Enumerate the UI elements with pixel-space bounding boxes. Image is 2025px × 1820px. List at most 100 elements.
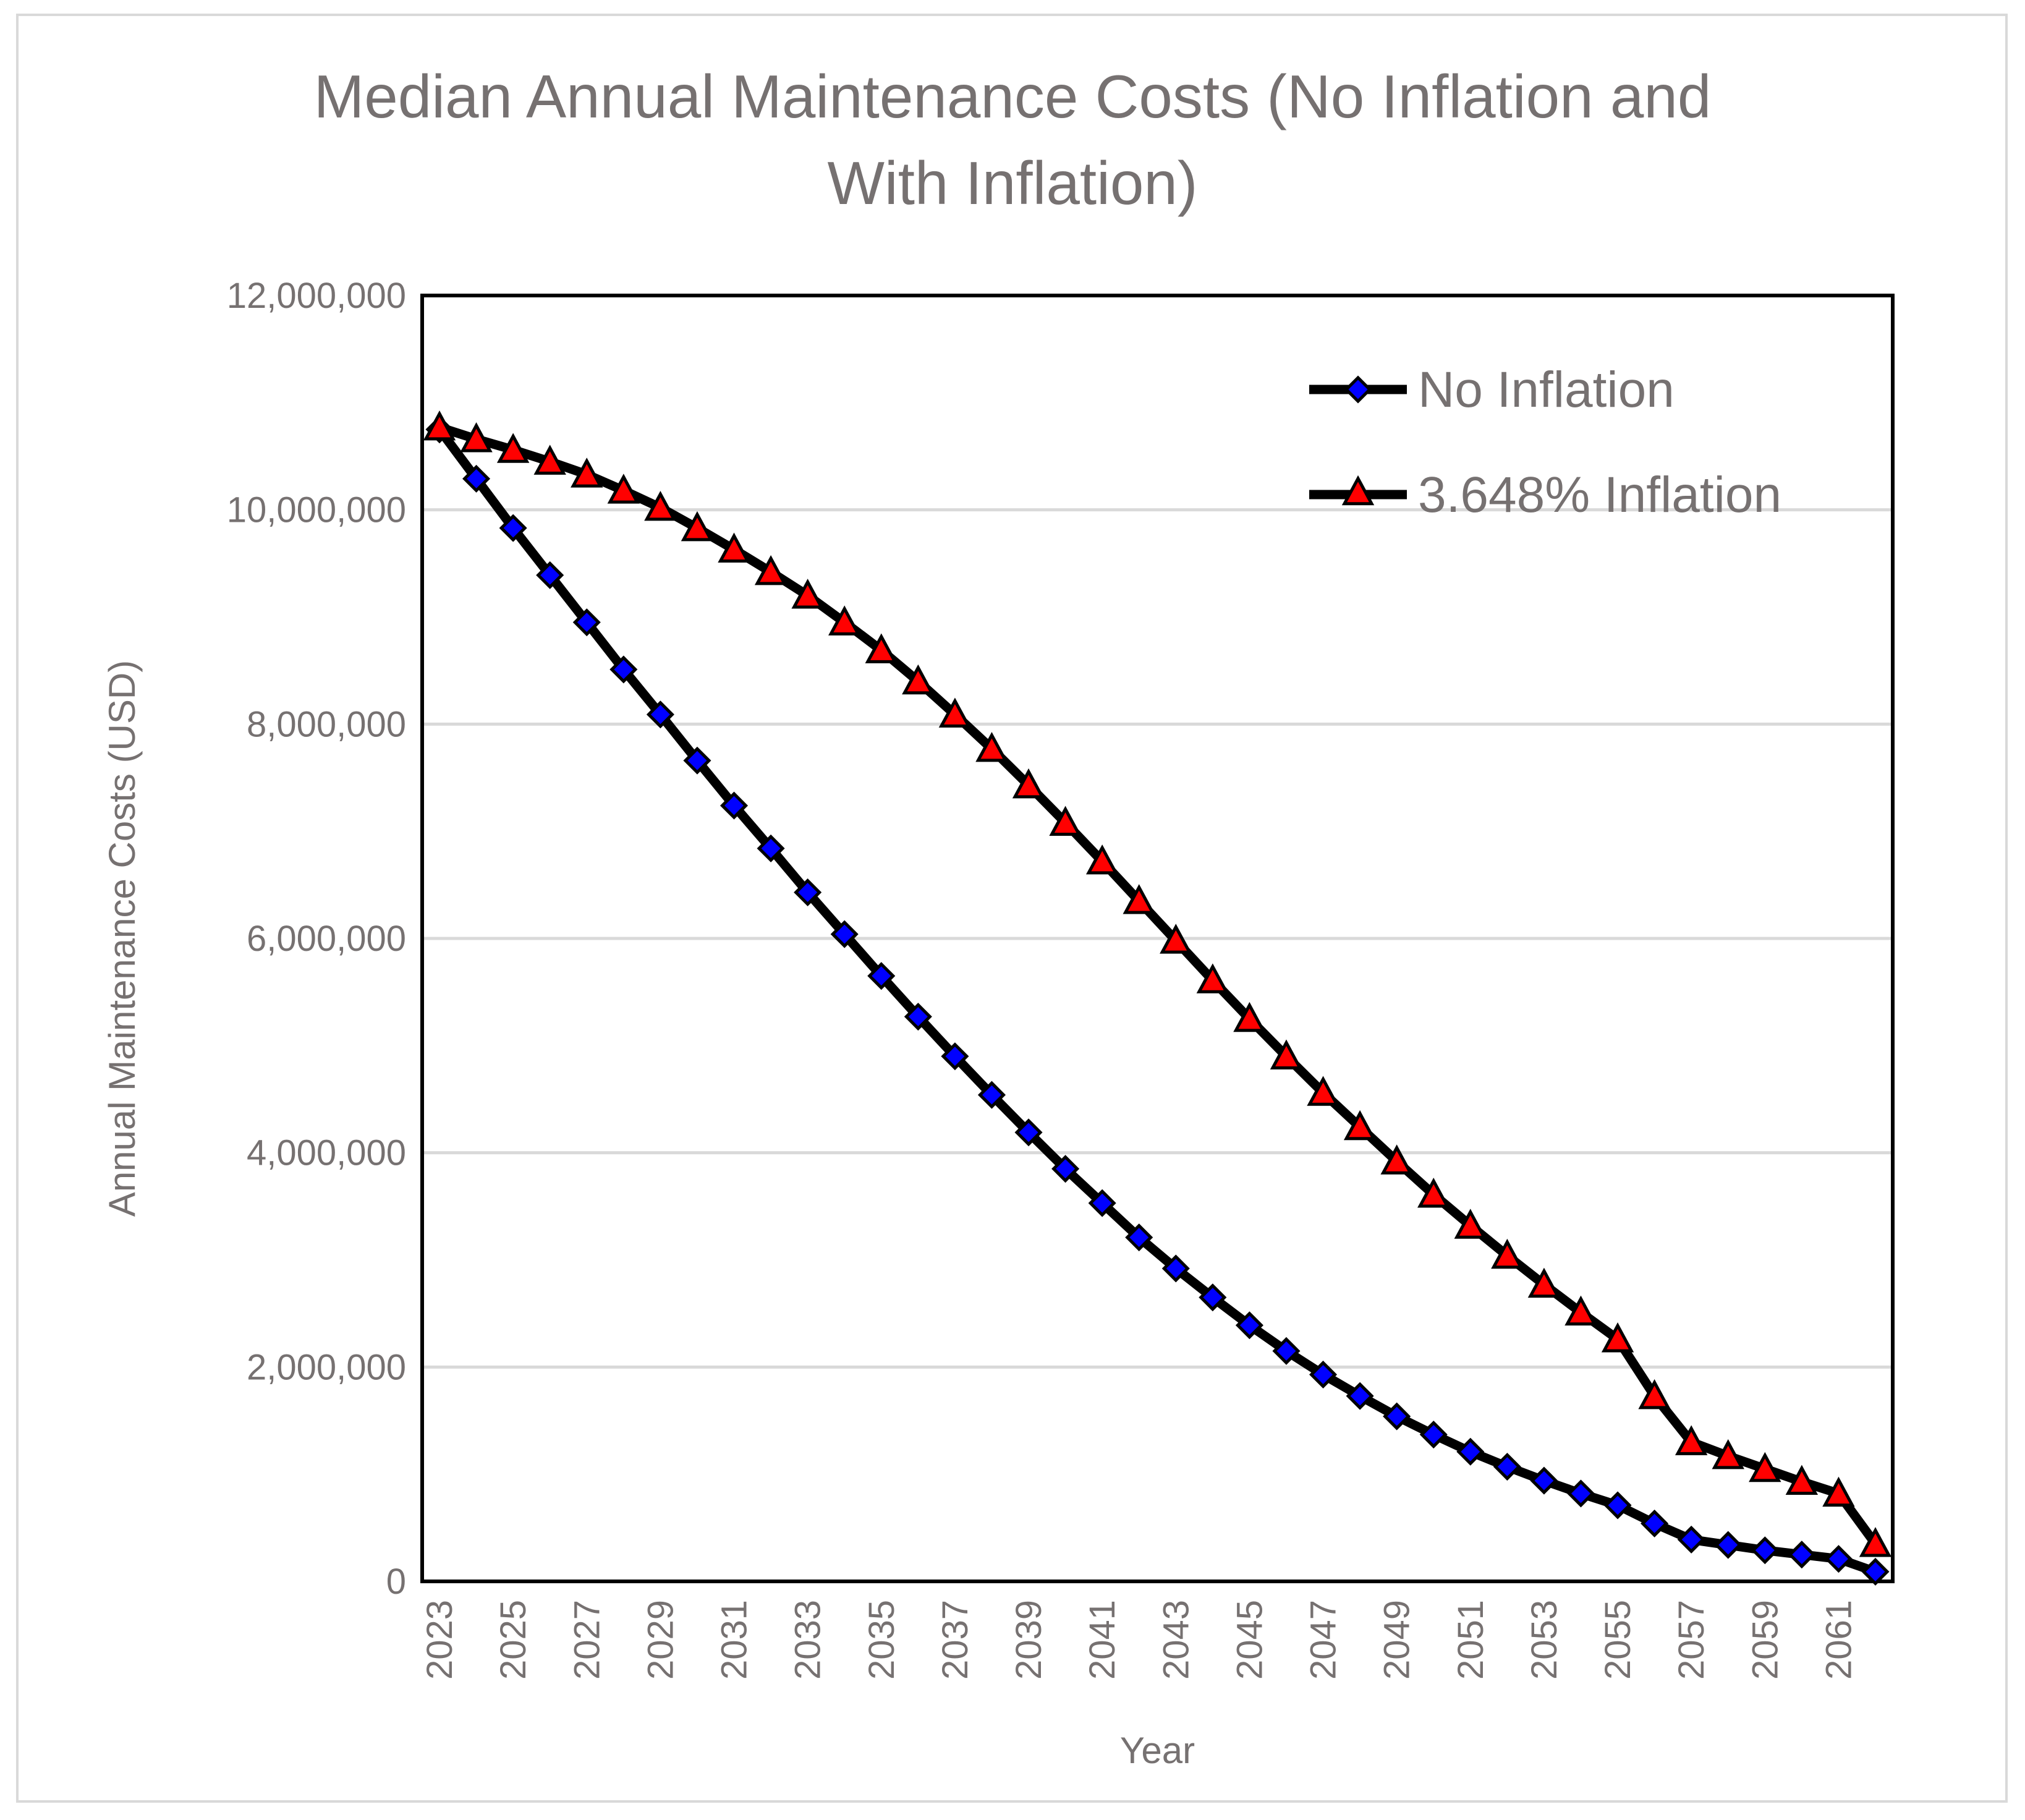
series-line <box>435 427 1877 1576</box>
data-point <box>1566 1479 1595 1508</box>
data-point <box>904 1002 932 1031</box>
data-point <box>1307 1076 1339 1106</box>
data-point <box>1493 1452 1521 1481</box>
data-point <box>646 700 674 729</box>
data-point <box>1788 1541 1816 1569</box>
x-tick-label: 2061 <box>1819 1600 1859 1680</box>
data-point <box>609 655 638 684</box>
data-point <box>533 444 566 475</box>
x-axis-ticks: 2023 2025 2027 2029 2031 2033 2035 2037 2039 2041… <box>420 1600 1859 1680</box>
data-point <box>1861 1557 1890 1586</box>
data-point <box>1527 1267 1561 1298</box>
x-tick-label: 2029 <box>640 1600 681 1680</box>
data-point <box>830 920 859 948</box>
y-tick-label: 8,000,000 <box>247 704 406 744</box>
x-tick-label: 2043 <box>1156 1600 1196 1680</box>
chart-title-line1: Median Annual Maintenance Costs (No Infl… <box>314 62 1712 130</box>
data-point <box>460 422 493 453</box>
data-point <box>1123 884 1155 914</box>
data-point <box>1751 1536 1779 1565</box>
data-point <box>1272 1337 1301 1365</box>
data-point <box>1343 1110 1377 1141</box>
legend-marker <box>1341 475 1375 506</box>
data-point <box>754 555 788 585</box>
data-point <box>1454 1209 1487 1239</box>
series <box>423 410 1892 1586</box>
data-point <box>1161 1254 1190 1283</box>
data-point <box>1196 963 1229 993</box>
data-point <box>1085 844 1119 875</box>
data-point <box>1233 1001 1266 1032</box>
data-point <box>1785 1465 1819 1495</box>
x-tick-label: 2051 <box>1451 1600 1491 1680</box>
data-point <box>644 490 677 521</box>
data-point <box>794 878 822 907</box>
legend-item: 3.648% Inflation <box>1309 467 1781 523</box>
data-point <box>865 633 898 663</box>
x-tick-label: 2053 <box>1524 1600 1564 1680</box>
legend-label: No Inflation <box>1418 362 1675 418</box>
y-tick-label: 0 <box>386 1562 406 1602</box>
data-point <box>938 697 972 728</box>
x-tick-label: 2047 <box>1304 1600 1344 1680</box>
legend-label: 3.648% Inflation <box>1418 467 1781 523</box>
data-point <box>1675 1425 1708 1455</box>
data-point <box>607 474 640 504</box>
data-point <box>1309 1360 1338 1389</box>
y-axis-label: Annual Maintenance Costs (USD) <box>101 660 143 1217</box>
x-tick-label: 2055 <box>1598 1600 1638 1680</box>
legend: No Inflation 3.648% Inflation <box>1309 362 1781 523</box>
data-point <box>1564 1295 1597 1326</box>
data-point <box>1456 1437 1485 1466</box>
x-tick-label: 2037 <box>935 1600 975 1680</box>
data-point <box>828 605 861 636</box>
data-point <box>977 1081 1006 1109</box>
data-point <box>1601 1322 1634 1353</box>
y-tick-label: 2,000,000 <box>247 1347 406 1387</box>
data-point <box>683 746 711 775</box>
data-point <box>975 731 1008 762</box>
data-point <box>462 464 491 493</box>
data-point <box>1380 1144 1413 1175</box>
data-point <box>1199 1283 1227 1312</box>
legend-item: No Inflation <box>1309 362 1675 418</box>
data-point <box>1419 1420 1448 1449</box>
data-point <box>1417 1178 1450 1208</box>
data-point <box>941 1042 969 1071</box>
y-tick-label: 6,000,000 <box>247 919 406 959</box>
x-tick-label: 2025 <box>493 1600 533 1680</box>
data-point <box>1125 1223 1153 1252</box>
x-tick-label: 2039 <box>1009 1600 1049 1680</box>
data-point <box>1677 1525 1705 1554</box>
x-tick-label: 2023 <box>420 1600 460 1680</box>
data-point <box>496 433 530 463</box>
data-point <box>1714 1531 1743 1559</box>
series-inflation <box>423 410 1892 1557</box>
data-point <box>681 511 714 542</box>
data-point <box>1383 1402 1411 1431</box>
data-point <box>1235 1311 1263 1340</box>
y-tick-label: 12,000,000 <box>227 276 406 316</box>
gridlines <box>422 508 1893 1369</box>
x-axis-label: Year <box>1120 1730 1195 1771</box>
x-tick-label: 2033 <box>788 1600 828 1680</box>
data-point <box>1012 768 1045 799</box>
data-point <box>1270 1039 1303 1069</box>
data-point <box>720 791 749 820</box>
data-point <box>1051 1155 1080 1183</box>
data-point <box>757 834 785 862</box>
data-point <box>1088 1189 1116 1217</box>
data-point <box>791 579 824 609</box>
data-point <box>1014 1118 1043 1147</box>
x-tick-label: 2041 <box>1082 1600 1123 1680</box>
data-point <box>1160 924 1192 954</box>
data-point <box>1346 1382 1374 1410</box>
data-point <box>1491 1238 1524 1269</box>
data-point <box>572 608 601 637</box>
data-point <box>499 514 527 542</box>
data-point <box>1824 1545 1853 1573</box>
y-tick-label: 4,000,000 <box>247 1133 406 1173</box>
x-tick-label: 2049 <box>1377 1600 1417 1680</box>
data-point <box>1049 806 1082 836</box>
